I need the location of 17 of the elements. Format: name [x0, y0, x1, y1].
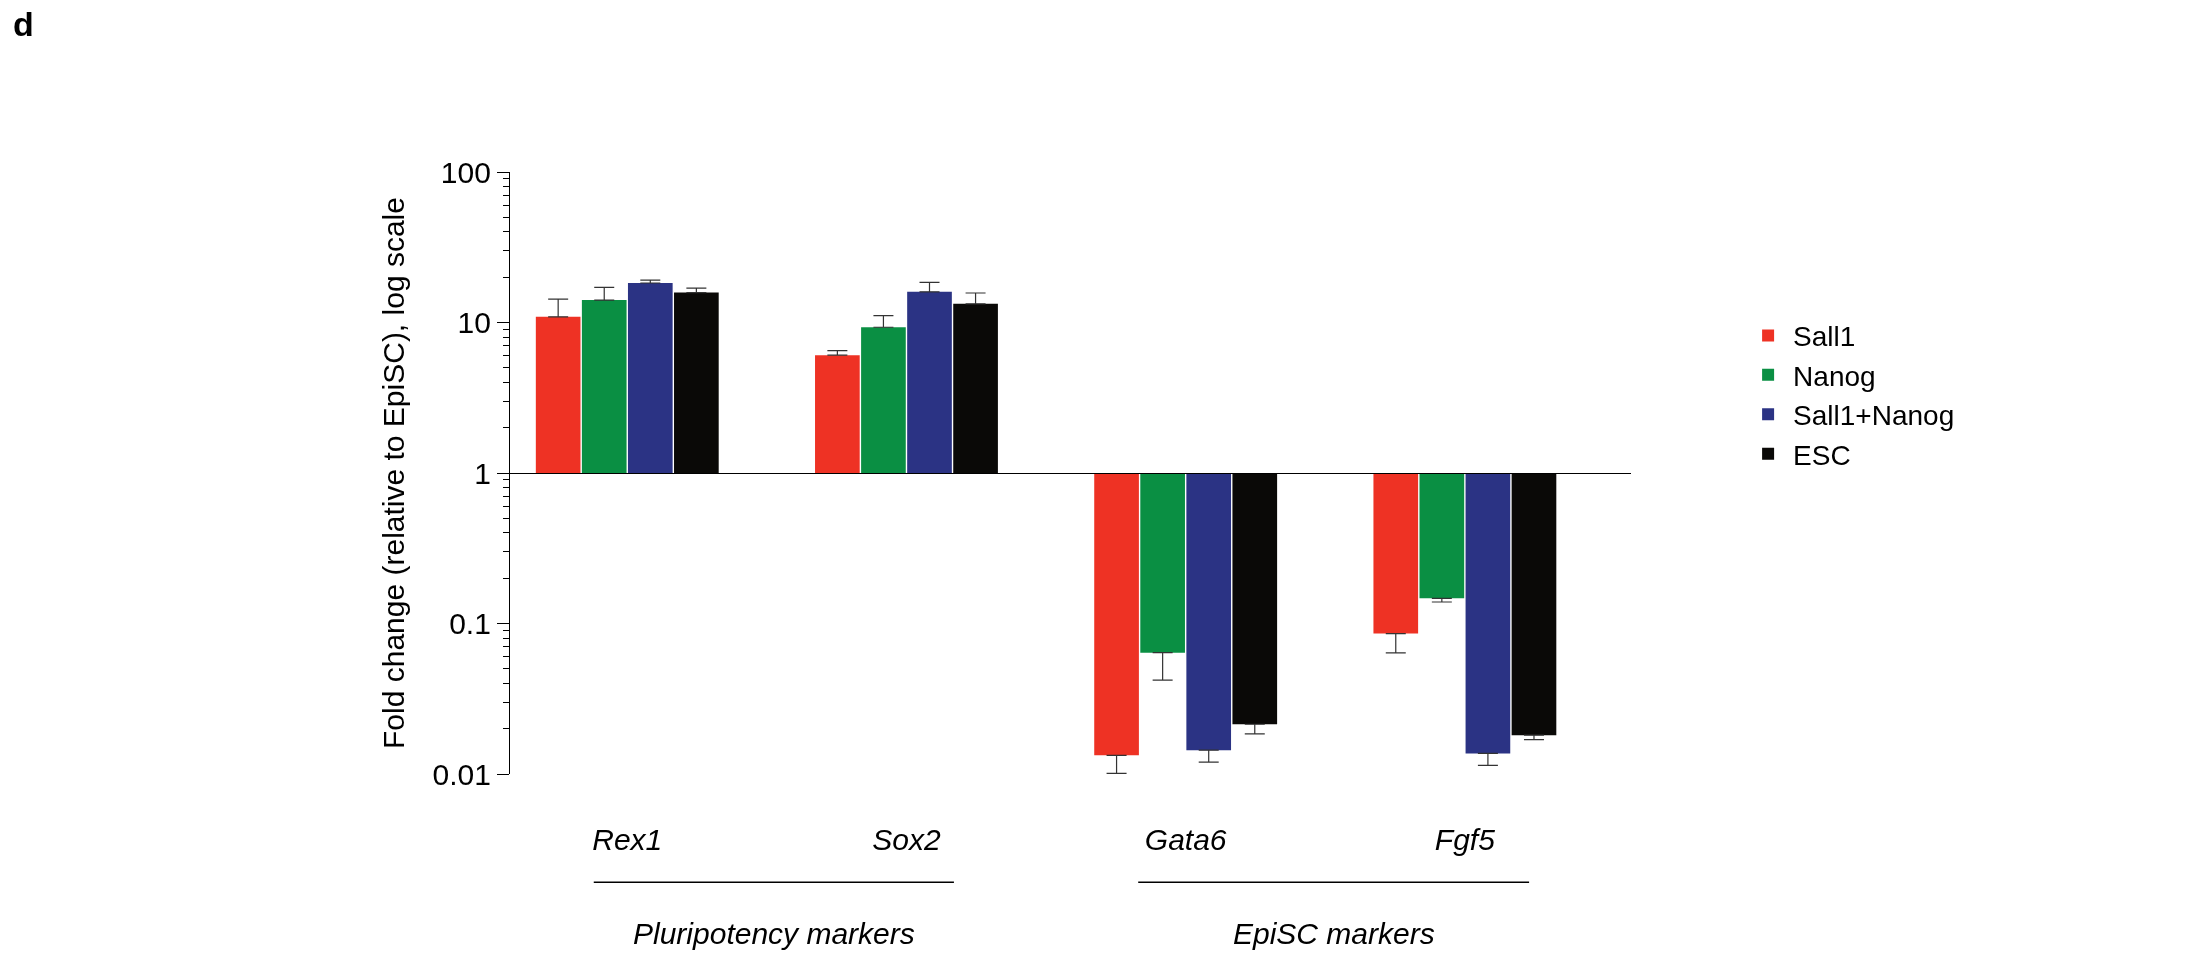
legend-label: Nanog [1793, 360, 1876, 392]
text: EpiSC markers [1233, 917, 1435, 950]
legend-label: Sall1+Nanog [1793, 400, 1955, 432]
text: Pluripotency markers [633, 917, 915, 950]
y-tick-label: 10 [457, 306, 491, 339]
x-tick-label: Gata6 [1144, 823, 1227, 856]
legend-label: ESC [1793, 439, 1851, 471]
y-tick-label: 100 [440, 155, 491, 189]
x-tick-label: Sox2 [872, 823, 941, 856]
x-tick-label: Fgf5 [1434, 823, 1496, 856]
x-tick-label: Rex1 [592, 823, 663, 856]
y-tick-label: 0.1 [449, 607, 491, 640]
legend-label: Sall1 [1793, 321, 1856, 353]
y-axis-title: Fold change (relative to EpiSC), log scale [377, 197, 411, 749]
y-tick-label: 0.01 [432, 757, 491, 791]
y-tick-label: 1 [474, 456, 491, 490]
text: d [13, 5, 34, 43]
